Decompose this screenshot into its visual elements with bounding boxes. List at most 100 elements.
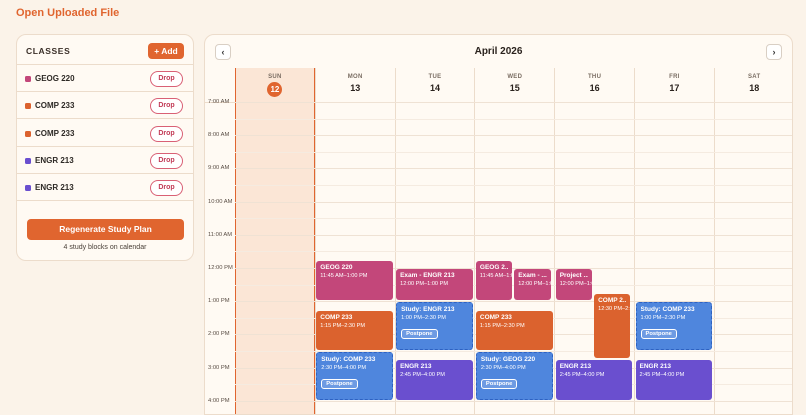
time-label: 4:00 PM: [208, 397, 230, 404]
event-title: Study: ENGR 213: [401, 306, 455, 314]
hour-line: [235, 201, 792, 203]
day-header: WED 15: [475, 68, 554, 102]
study-block[interactable]: Study: COMP 233 1:00 PM–2:30 PM Postpone: [635, 302, 713, 350]
study-block[interactable]: Study: ENGR 213 1:00 PM–2:30 PM Postpone: [396, 302, 473, 350]
class-name: GEOG 220: [35, 74, 75, 83]
time-label: 2:00 PM: [208, 331, 230, 338]
month-title: April 2026: [474, 46, 523, 57]
hour-line: [235, 102, 792, 103]
time-label: 1:00 PM: [208, 298, 230, 305]
hour-line: [235, 135, 792, 137]
class-name: ENGR 213: [35, 183, 74, 193]
study-blocks-note: 4 study blocks on calendar: [63, 244, 147, 251]
class-name: ENGR 213: [35, 155, 74, 165]
add-class-button[interactable]: + Add: [148, 43, 184, 59]
event-title: ENGR 213: [639, 363, 671, 371]
regenerate-study-plan-button[interactable]: Regenerate Study Plan: [27, 219, 184, 240]
day-number: 16: [589, 83, 600, 93]
event-title: ENGR 213: [559, 363, 592, 371]
class-event[interactable]: GEOG 220 11:45 AM–1:00 PM: [316, 260, 394, 301]
event-time: 2:45 PM–4:00 PM: [639, 372, 685, 379]
today-date-badge: 12: [267, 82, 283, 97]
hour-line: [235, 301, 792, 303]
class-event[interactable]: Exam - ENGR 213 12:00 PM–1:00 PM: [396, 269, 473, 301]
classes-title: CLASSES: [26, 46, 71, 56]
class-event[interactable]: ENGR 213 2:45 PM–4:00 PM: [635, 360, 713, 400]
event-time: 11:45 AM–1:00 PM: [320, 272, 368, 279]
class-color-swatch: [25, 130, 31, 137]
next-week-button[interactable]: ›: [766, 44, 782, 60]
day-header: MON 13: [316, 68, 395, 102]
study-block[interactable]: Study: GEOG 220 2:30 PM–4:00 PM Postpone: [475, 352, 553, 400]
time-label: 10:00 AM: [208, 198, 233, 205]
half-hour-line: [235, 185, 792, 186]
class-name: COMP 233: [35, 128, 75, 138]
class-event[interactable]: Exam - ... 12:00 PM–1:00 PM: [514, 269, 551, 301]
drop-class-button[interactable]: Drop: [150, 71, 183, 87]
classes-panel: CLASSES + Add GEOG 220 Drop COMP 233 Drop CO…: [16, 34, 194, 261]
event-time: 11:45 AM–1:00 PM: [479, 272, 512, 279]
day-name: SAT: [747, 74, 761, 80]
day-name: TUE: [428, 74, 442, 80]
day-column-fri: FRI 17: [634, 68, 714, 414]
class-event[interactable]: COMP 233 1:15 PM–2:30 PM: [475, 310, 553, 350]
class-event[interactable]: ENGR 213 2:45 PM–4:00 PM: [555, 360, 633, 400]
half-hour-line: [235, 118, 792, 120]
half-hour-line: [235, 351, 792, 352]
postpone-button[interactable]: Postpone: [640, 329, 677, 340]
postpone-button[interactable]: Postpone: [401, 329, 438, 340]
class-name: COMP 233: [35, 101, 75, 111]
event-time: 12:00 PM–1:00 PM: [400, 281, 448, 287]
class-event[interactable]: GEOG 2...11:45 AM–1:00 PM: [475, 260, 513, 301]
event-title: COMP 2...: [598, 296, 627, 304]
day-number: 15: [509, 83, 520, 93]
event-time: 2:45 PM–4:00 PM: [400, 372, 445, 379]
day-column-sat: SAT 18: [713, 68, 792, 414]
class-row: ENGR 213 Drop: [17, 174, 193, 202]
postpone-button[interactable]: Postpone: [480, 378, 518, 389]
drop-class-button[interactable]: Drop: [150, 152, 183, 169]
day-name: MON: [347, 74, 363, 80]
day-name: WED: [507, 74, 523, 80]
drop-class-button[interactable]: Drop: [150, 98, 183, 115]
hour-line: [235, 400, 792, 402]
class-event[interactable]: COMP 2...12:30 PM–2:30 PM: [594, 293, 631, 359]
class-event[interactable]: ENGR 213 2:45 PM–4:00 PM: [396, 360, 473, 400]
event-title: COMP 233: [320, 313, 353, 321]
open-uploaded-file-link[interactable]: Open Uploaded File: [16, 7, 120, 19]
week-grid: SUN 12 MON 13 TUE 14 WED 15 THU 16 FRI 17 SAT 18 7:00 …: [205, 68, 792, 414]
day-name: FRI: [669, 74, 680, 80]
day-name: THU: [587, 74, 602, 80]
day-number: 14: [429, 83, 440, 93]
time-label: 9:00 AM: [208, 165, 230, 172]
class-row: ENGR 213 Drop: [17, 147, 193, 174]
class-event[interactable]: Project ... 12:00 PM–1:00 PM: [555, 269, 593, 301]
half-hour-line: [235, 151, 792, 153]
time-label: 8:00 AM: [208, 132, 230, 139]
class-row: GEOG 220 Drop: [17, 65, 193, 92]
event-time: 1:00 PM–2:30 PM: [640, 315, 686, 322]
classes-panel-header: CLASSES + Add: [17, 35, 193, 65]
event-time: 2:45 PM–4:00 PM: [559, 372, 605, 379]
class-color-swatch: [25, 185, 31, 192]
event-time: 12:00 PM–1:00 PM: [559, 281, 592, 287]
event-title: GEOG 220: [320, 263, 353, 271]
event-time: 12:00 PM–1:00 PM: [518, 281, 551, 287]
day-header: TUE 14: [396, 68, 475, 102]
prev-week-button[interactable]: ‹: [215, 44, 231, 60]
event-time: 12:30 PM–2:30 PM: [598, 305, 630, 312]
drop-class-button[interactable]: Drop: [150, 180, 183, 197]
calendar-panel: ‹ April 2026 › SUN 12 MON 13 TUE 14 WED 15 THU 16…: [204, 34, 793, 415]
event-title: Study: COMP 233: [321, 356, 376, 363]
day-column-mon: MON 13: [314, 68, 395, 414]
event-title: COMP 233: [479, 313, 512, 321]
study-block[interactable]: Study: COMP 233 2:30 PM–4:00 PM Postpone: [316, 352, 394, 400]
postpone-button[interactable]: Postpone: [321, 378, 358, 389]
hour-line: [235, 268, 792, 269]
event-title: Study: COMP 233: [640, 306, 695, 314]
day-number: 17: [669, 83, 680, 93]
day-number: 13: [350, 83, 361, 93]
time-label: 3:00 PM: [208, 364, 230, 371]
drop-class-button[interactable]: Drop: [150, 125, 183, 142]
class-event[interactable]: COMP 233 1:15 PM–2:30 PM: [316, 310, 394, 350]
